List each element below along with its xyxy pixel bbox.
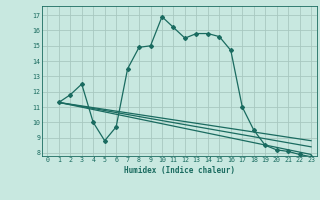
X-axis label: Humidex (Indice chaleur): Humidex (Indice chaleur): [124, 166, 235, 175]
